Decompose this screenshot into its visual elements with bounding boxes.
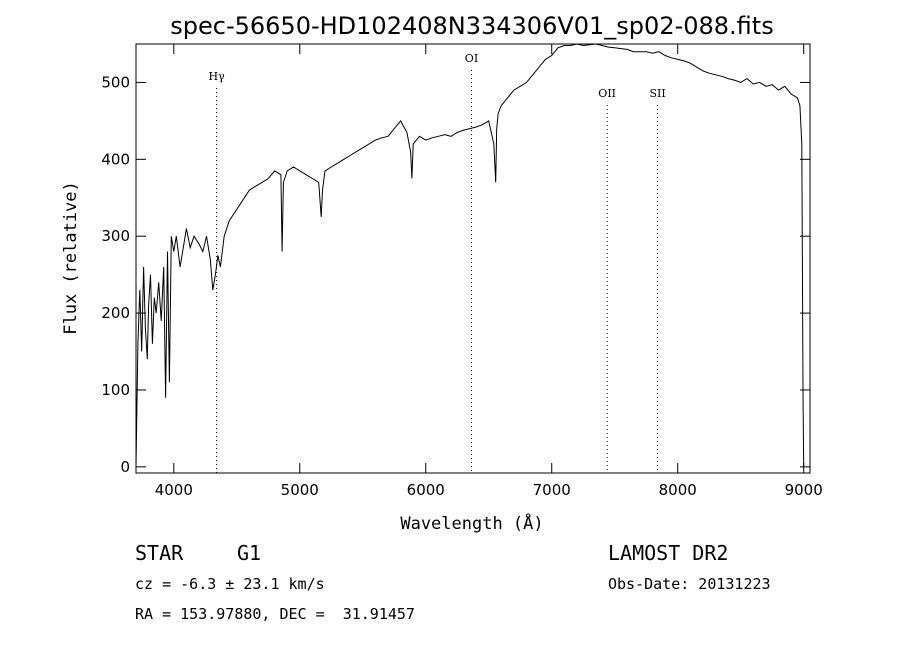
x-axis-ticks: 4000 5000 6000 7000 8000 9000 bbox=[155, 44, 823, 499]
y-tick-label: 400 bbox=[101, 150, 130, 168]
x-tick-label: 8000 bbox=[659, 481, 697, 499]
spectrum-series-line bbox=[135, 43, 805, 467]
subclass-label: G1 bbox=[237, 541, 262, 565]
spectral-line-label: Hγ bbox=[209, 70, 226, 83]
redshift-label: cz = -6.3 ± 23.1 km/s bbox=[135, 575, 325, 593]
y-tick-label: 100 bbox=[101, 381, 130, 399]
spectral-line-label: SII bbox=[649, 87, 665, 100]
y-tick-label: 200 bbox=[101, 304, 130, 322]
spectral-line-markers bbox=[216, 70, 659, 473]
object-class-label: STAR bbox=[135, 541, 184, 565]
obs-date-label: Obs-Date: 20131223 bbox=[608, 575, 771, 593]
x-tick-label: 4000 bbox=[155, 481, 193, 499]
y-tick-label: 500 bbox=[101, 73, 130, 91]
x-tick-label: 7000 bbox=[533, 481, 571, 499]
survey-label: LAMOST DR2 bbox=[608, 541, 729, 565]
y-tick-label: 300 bbox=[101, 227, 130, 245]
coordinates-label: RA = 153.97880, DEC = 31.91457 bbox=[135, 605, 415, 623]
spectral-line-label: OI bbox=[465, 52, 478, 65]
spectral-line-labels: Hγ OI OII SII bbox=[209, 52, 666, 100]
y-axis-label: Flux (relative) bbox=[61, 181, 81, 335]
y-axis-ticks: 0 100 200 300 400 500 bbox=[101, 73, 810, 476]
y-tick-label: 0 bbox=[120, 458, 130, 476]
plot-frame bbox=[135, 43, 811, 474]
x-tick-label: 5000 bbox=[281, 481, 319, 499]
chart-title: spec-56650-HD102408N334306V01_sp02-088.f… bbox=[170, 12, 773, 40]
x-axis-label: Wavelength (Å) bbox=[400, 512, 543, 534]
spectral-line-label: OII bbox=[598, 87, 616, 100]
x-tick-label: 6000 bbox=[407, 481, 445, 499]
x-tick-label: 9000 bbox=[785, 481, 823, 499]
